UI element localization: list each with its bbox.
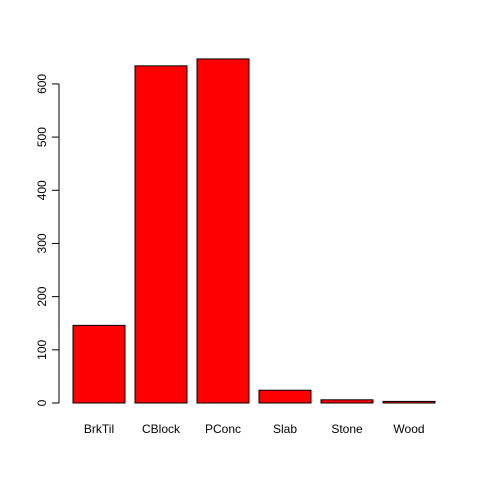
y-tick-label: 400 bbox=[35, 180, 49, 200]
y-tick-label: 300 bbox=[35, 233, 49, 253]
y-tick-label: 200 bbox=[35, 286, 49, 306]
y-tick-label: 600 bbox=[35, 74, 49, 94]
bar-slab bbox=[258, 389, 312, 404]
y-tick-label: 500 bbox=[35, 127, 49, 147]
y-axis: 0 100 200 300 400 500 600 bbox=[35, 74, 60, 406]
x-tick-label: PConc bbox=[205, 422, 241, 436]
y-tick-label: 100 bbox=[35, 339, 49, 359]
bar-cblock bbox=[134, 65, 188, 404]
bar-wood bbox=[382, 400, 436, 404]
bar-stone bbox=[320, 399, 374, 404]
bars bbox=[72, 58, 436, 404]
y-tick-label: 0 bbox=[35, 399, 49, 406]
bar-pconc bbox=[196, 58, 250, 404]
x-tick-label: Wood bbox=[393, 422, 424, 436]
x-tick-label: Slab bbox=[273, 422, 297, 436]
x-tick-label: CBlock bbox=[142, 422, 181, 436]
x-tick-label: BrkTil bbox=[84, 422, 114, 436]
bar-brktil bbox=[72, 324, 126, 404]
x-tick-label: Stone bbox=[331, 422, 363, 436]
x-axis-labels: BrkTil CBlock PConc Slab Stone Wood bbox=[84, 422, 425, 436]
